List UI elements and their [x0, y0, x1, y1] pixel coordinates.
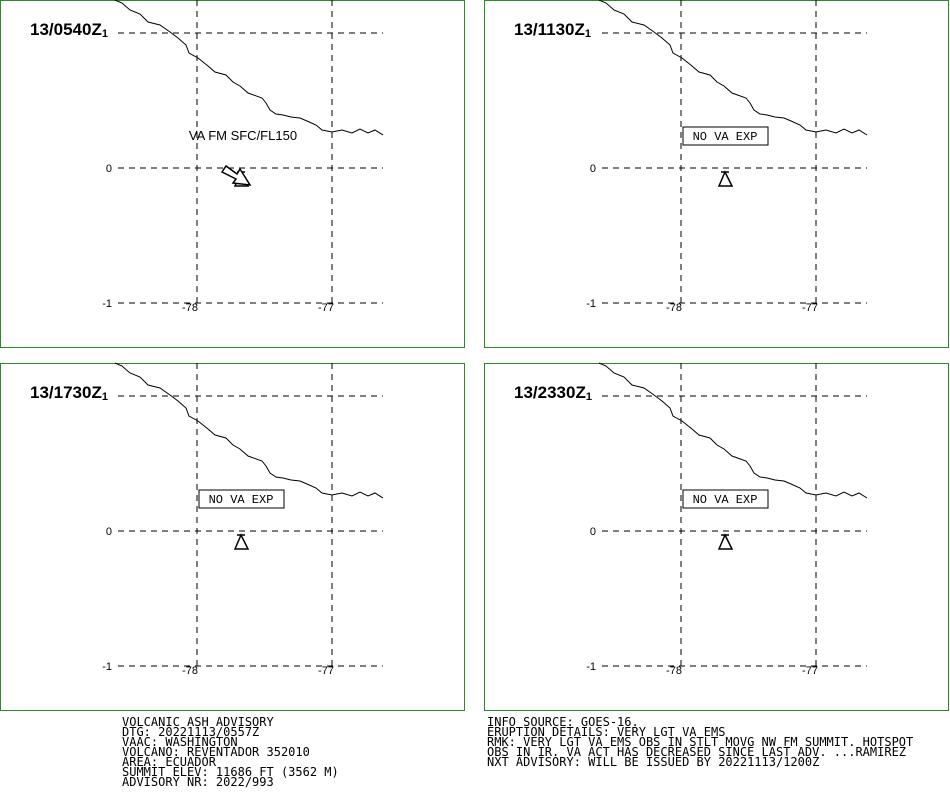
- volcano-symbol: [717, 533, 734, 550]
- panel: 13/1130Z1 0 -1 -78 -77 NO VA EXP: [484, 0, 949, 348]
- footer-line: OBS IN IR. VA ACT HAS DECREASED SINCE LA…: [487, 745, 906, 759]
- panel: 13/0540Z1 0 -1 -78 -77 VA FM SFC/FL150: [0, 0, 465, 348]
- valid-time: 13/1130Z1: [514, 20, 591, 40]
- valid-time: 13/2330Z1: [514, 383, 592, 403]
- annotation: NO VA EXP: [693, 130, 758, 144]
- lat-label: 0: [590, 163, 596, 175]
- drift-arrow: [220, 164, 252, 186]
- footer-line: AREA: ECUADOR: [122, 755, 217, 769]
- lon-label: -77: [318, 302, 334, 314]
- valid-time: 13/0540Z1: [30, 20, 108, 40]
- valid-time: 13/1730Z1: [30, 383, 108, 403]
- lon-label: -77: [802, 302, 818, 314]
- lat-label: -1: [102, 661, 112, 673]
- panel-border: [484, 363, 949, 711]
- footer-line: VOLCANIC ASH ADVISORY: [122, 715, 274, 729]
- lon-label: -78: [182, 665, 198, 677]
- footer-line: ERUPTION DETAILS: VERY LGT VA EMS: [487, 725, 725, 739]
- annotation-box: [198, 489, 285, 509]
- time-subscript: 1: [586, 391, 592, 403]
- coastline: [598, 362, 868, 499]
- footer-line: RMK: VERY LGT VA EMS OBS IN STLT MOVG NW…: [487, 735, 913, 749]
- lon-label: -78: [666, 665, 682, 677]
- time-subscript: 1: [102, 391, 108, 403]
- lon-label: -77: [802, 665, 818, 677]
- footer-line: ADVISORY NR: 2022/993: [122, 775, 274, 789]
- annotation: NO VA EXP: [693, 493, 758, 507]
- panel-border: [0, 0, 465, 348]
- volcano-symbol: [233, 533, 250, 550]
- lon-label: -78: [666, 302, 682, 314]
- lat-label: -1: [586, 298, 596, 310]
- footer-line: INFO SOURCE: GOES-16.: [487, 715, 639, 729]
- panel-border: [484, 0, 949, 348]
- lat-label: 0: [590, 526, 596, 538]
- coastline: [114, 362, 384, 499]
- volcano-symbol: [717, 170, 734, 187]
- annotation-box: [682, 489, 769, 509]
- lat-label: -1: [102, 298, 112, 310]
- lon-label: -77: [318, 665, 334, 677]
- lon-label: -78: [182, 302, 198, 314]
- lat-label: 0: [106, 526, 112, 538]
- footer-line: VOLCANO: REVENTADOR 352010: [122, 745, 310, 759]
- panel: 13/1730Z1 0 -1 -78 -77 NO VA EXP: [0, 362, 465, 711]
- annotation: NO VA EXP: [209, 493, 274, 507]
- footer-line: VAAC: WASHINGTON: [122, 735, 238, 749]
- footer-line: DTG: 20221113/0557Z: [122, 725, 259, 739]
- lat-label: -1: [586, 661, 596, 673]
- time-subscript: 1: [102, 28, 108, 40]
- lat-label: 0: [106, 163, 112, 175]
- panel: 13/2330Z1 0 -1 -78 -77 NO VA EXP: [484, 362, 949, 711]
- annotation: VA FM SFC/FL150: [189, 128, 297, 143]
- coastline: [598, 0, 868, 136]
- panel-border: [0, 363, 465, 711]
- annotation-box: [682, 126, 769, 146]
- footer-line: NXT ADVISORY: WILL BE ISSUED BY 20221113…: [487, 755, 819, 769]
- footer-line: SUMMIT ELEV: 11686 FT (3562 M): [122, 765, 339, 779]
- time-subscript: 1: [585, 28, 591, 40]
- coastline: [114, 0, 384, 136]
